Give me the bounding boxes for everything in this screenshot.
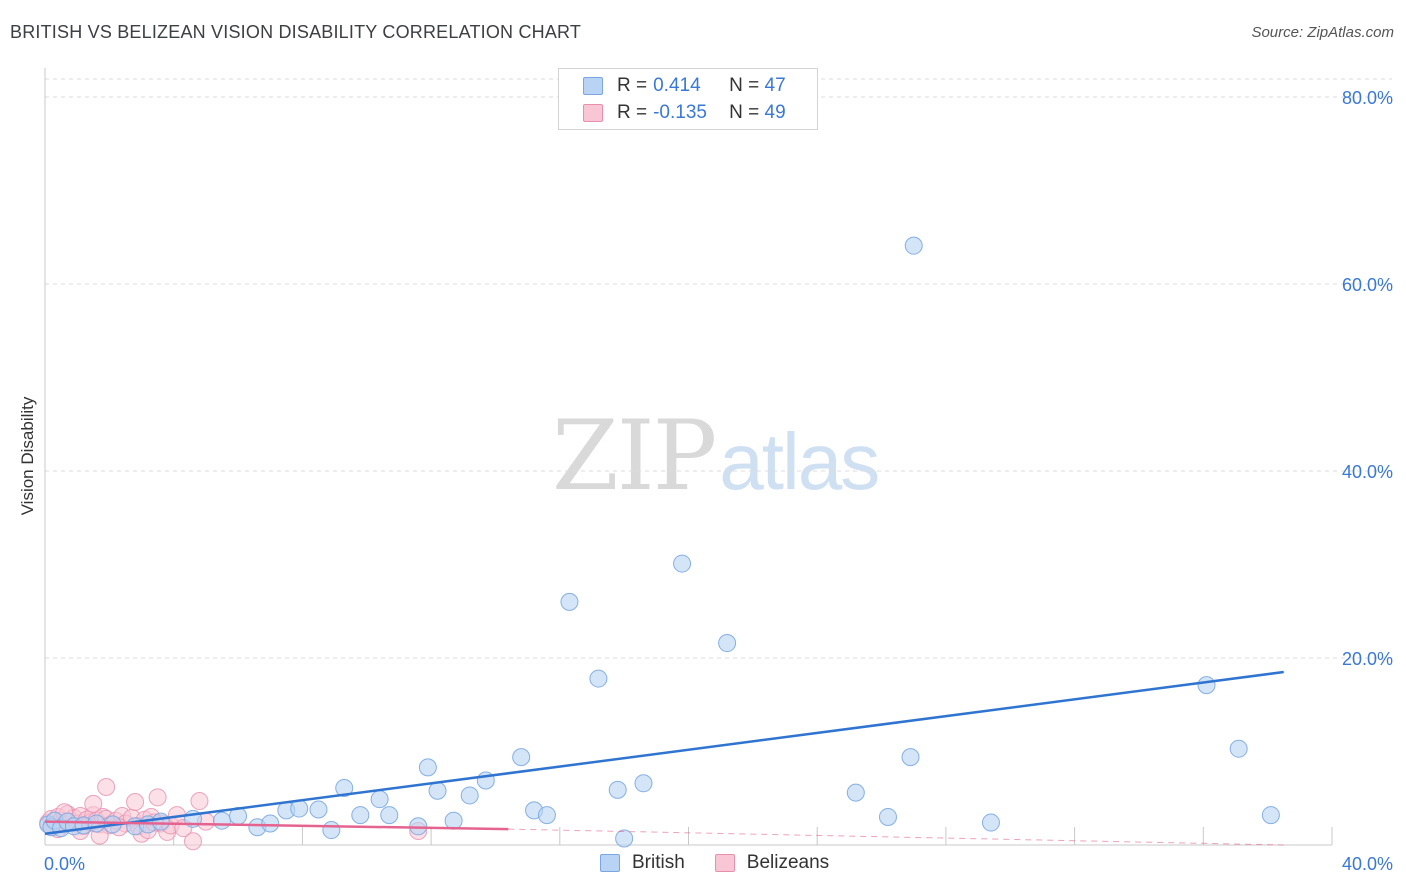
legend-row-belizeans: R = -0.135 N = 49	[583, 101, 786, 125]
belizeans-point	[148, 788, 167, 807]
belizeans-point	[84, 794, 103, 813]
belizeans-r-value: -0.135	[653, 102, 707, 123]
belizeans-n-value: 49	[764, 102, 786, 123]
n-label: N =	[729, 102, 760, 123]
british-point	[212, 811, 231, 830]
british-point	[846, 783, 865, 802]
british-legend-label: British	[632, 852, 685, 873]
british-points	[39, 236, 1280, 848]
british-point	[335, 778, 354, 797]
n-label: N =	[729, 75, 760, 96]
british-point	[428, 781, 447, 800]
x-tick-label: 0.0%	[44, 854, 85, 874]
legend-item-british[interactable]: British	[600, 852, 685, 874]
british-point	[309, 800, 328, 819]
british-point	[1229, 739, 1248, 758]
belizeans-point	[97, 778, 116, 797]
r-label: R =	[617, 75, 648, 96]
watermark: ZIPatlas	[552, 400, 880, 512]
belizeans-point	[190, 792, 209, 811]
belizeans-swatch	[583, 104, 603, 122]
legend-row-british: R = 0.414 N = 47	[583, 74, 786, 98]
trend-layer	[44, 670, 1284, 846]
legend-item-belizeans[interactable]: Belizeans	[714, 852, 830, 874]
grid-layer	[45, 78, 1392, 659]
british-point	[512, 748, 531, 767]
series-legend: British Belizeans	[600, 852, 859, 874]
source-note: Source: ZipAtlas.com	[1251, 24, 1394, 41]
watermark-atlas: atlas	[719, 417, 880, 506]
british-point	[351, 806, 370, 825]
british-point	[151, 812, 170, 831]
british-point	[537, 806, 556, 825]
belizeans-point	[126, 792, 145, 811]
british-r-value: 0.414	[653, 75, 701, 96]
belizeans-trend-line	[44, 820, 509, 831]
british-point	[878, 807, 897, 826]
british-point	[1261, 806, 1280, 825]
belizeans-legend-label: Belizeans	[746, 852, 830, 873]
british-n-value: 47	[764, 75, 786, 96]
british-point	[370, 790, 389, 809]
british-point	[904, 236, 923, 255]
british-point	[901, 748, 920, 767]
british-point	[589, 669, 608, 688]
british-point	[418, 758, 437, 777]
chart-title: BRITISH VS BELIZEAN VISION DISABILITY CO…	[10, 22, 582, 42]
british-point	[718, 634, 737, 653]
belizeans-legend-swatch	[714, 854, 735, 872]
british-trend-line	[44, 670, 1284, 836]
british-point	[444, 811, 463, 830]
british-point	[615, 829, 634, 848]
y-tick-label: 40.0%	[1342, 462, 1393, 482]
british-point	[673, 554, 692, 573]
british-point	[460, 786, 479, 805]
belizeans-point	[184, 832, 203, 851]
tick-labels: 20.0% 40.0% 60.0% 80.0% 0.0% 40.0%	[44, 88, 1393, 874]
y-tick-label: 80.0%	[1342, 88, 1393, 108]
british-legend-swatch	[600, 854, 620, 872]
correlation-legend: R = 0.414 N = 47 R = -0.135 N = 49	[558, 68, 818, 130]
british-point	[981, 813, 1000, 832]
british-point	[634, 774, 653, 793]
british-point	[261, 814, 280, 833]
british-point	[1197, 676, 1216, 695]
british-swatch	[583, 77, 603, 95]
y-tick-label: 20.0%	[1342, 649, 1393, 669]
axis-layer	[44, 68, 1333, 846]
x-tick-label: 40.0%	[1342, 854, 1393, 874]
british-point	[322, 821, 341, 840]
british-point	[608, 780, 627, 799]
british-point	[560, 592, 579, 611]
belizeans-trend-extension	[508, 828, 1284, 846]
watermark-zip: ZIP	[552, 400, 717, 512]
british-point	[380, 806, 399, 825]
british-point	[409, 817, 428, 836]
y-tick-label: 60.0%	[1342, 275, 1393, 295]
r-label: R =	[617, 102, 648, 123]
